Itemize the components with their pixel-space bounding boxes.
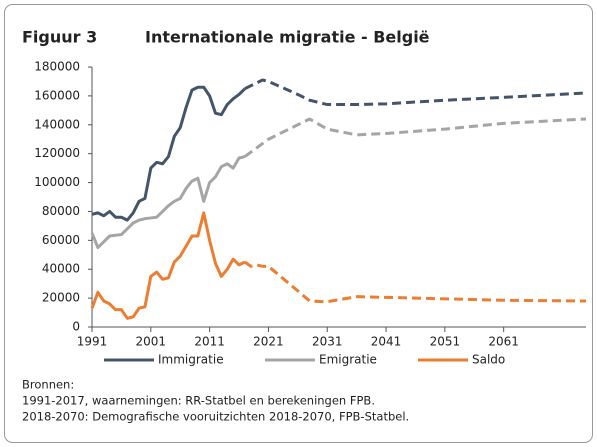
y-tick-label: 100000 [34, 175, 80, 189]
series-line [90, 211, 246, 320]
series-line [244, 78, 587, 107]
source-line: Bronnen: [22, 378, 74, 392]
panel-border [4, 4, 593, 443]
x-tick-label: 2001 [136, 335, 167, 349]
y-tick-label: 80000 [42, 204, 80, 218]
series-line [244, 260, 587, 304]
x-tick-label: 2011 [194, 335, 225, 349]
y-tick-label: 0 [72, 320, 80, 334]
y-tick-label: 40000 [42, 262, 80, 276]
series-line [91, 85, 246, 222]
legend-label: Emigratie [319, 353, 377, 367]
x-tick-label: 2021 [253, 335, 284, 349]
x-tick-label: 2041 [371, 335, 402, 349]
y-tick-label: 120000 [34, 146, 80, 160]
source-line: 1991-2017, waarnemingen: RR-Statbel en b… [22, 394, 375, 408]
y-tick-label: 180000 [34, 60, 80, 74]
y-tick-label: 20000 [42, 291, 80, 305]
legend-label: Saldo [472, 353, 505, 367]
y-tick-label: 160000 [34, 88, 80, 102]
series-line [90, 155, 246, 250]
figure-number: Figuur 3 [22, 28, 97, 47]
chart-title: Internationale migratie - België [145, 28, 430, 47]
x-tick-label: 1991 [77, 335, 108, 349]
series-line [244, 117, 587, 158]
source-line: 2018-2070: Demografische vooruitzichten … [22, 410, 409, 424]
x-tick-label: 2031 [312, 335, 343, 349]
x-tick-label: 2051 [430, 335, 461, 349]
y-tick-label: 60000 [42, 233, 80, 247]
y-tick-label: 140000 [34, 117, 80, 131]
legend-label: Immigratie [158, 353, 224, 367]
x-tick-label: 2061 [488, 335, 519, 349]
